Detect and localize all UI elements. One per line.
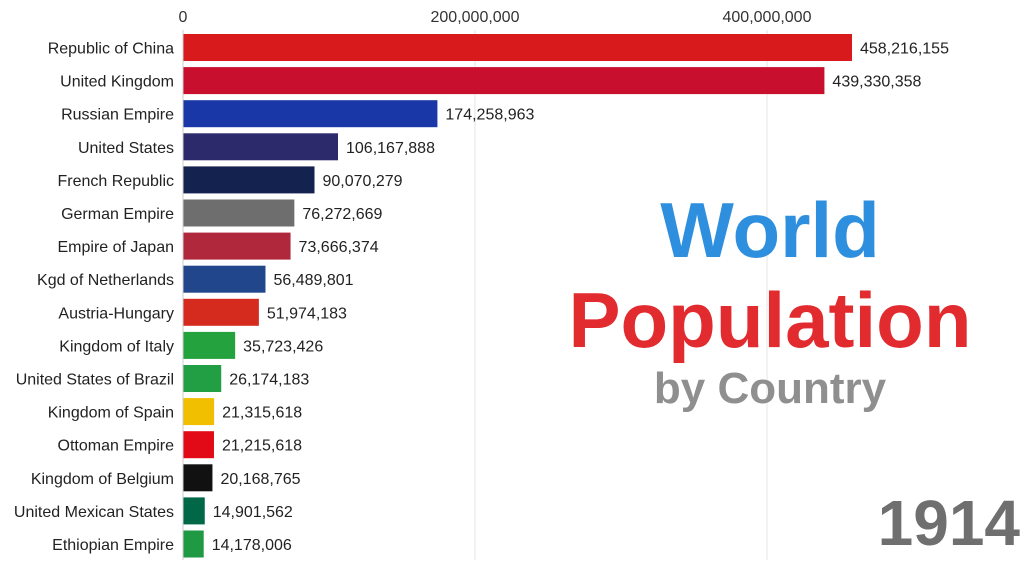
category-label: United Mexican States	[14, 504, 174, 521]
value-label: 14,901,562	[213, 504, 293, 521]
category-label: Republic of China	[48, 41, 174, 58]
category-label: Kgd of Netherlands	[37, 272, 174, 289]
category-label: United States	[78, 140, 174, 157]
value-label: 21,315,618	[222, 405, 302, 422]
category-label: Empire of Japan	[57, 239, 174, 256]
x-tick-label: 400,000,000	[723, 9, 812, 26]
value-label: 21,215,618	[222, 438, 302, 455]
bar	[183, 166, 315, 194]
year-label: 1914	[877, 487, 1020, 559]
bar	[183, 232, 291, 260]
category-label: United States of Brazil	[16, 372, 174, 389]
title-population: Population	[568, 276, 972, 364]
x-tick-label: 0	[179, 9, 188, 26]
x-tick-label: 200,000,000	[431, 9, 520, 26]
title-world: World	[660, 186, 880, 274]
category-label: Russian Empire	[61, 107, 174, 124]
value-label: 14,178,006	[212, 537, 292, 554]
category-label: Kingdom of Belgium	[31, 471, 174, 488]
value-label: 51,974,183	[267, 305, 347, 322]
bar	[183, 331, 236, 359]
value-label: 458,216,155	[860, 41, 949, 58]
category-label: Austria-Hungary	[58, 305, 174, 322]
category-label: Ethiopian Empire	[52, 537, 174, 554]
bar	[183, 100, 438, 128]
bar	[183, 398, 215, 426]
bar	[183, 464, 213, 492]
value-label: 26,174,183	[229, 372, 309, 389]
value-label: 439,330,358	[832, 74, 921, 91]
category-label: German Empire	[61, 206, 174, 223]
bar	[183, 199, 295, 227]
bar	[183, 34, 852, 61]
value-label: 20,168,765	[220, 471, 300, 488]
value-label: 35,723,426	[243, 338, 323, 355]
value-label: 90,070,279	[323, 173, 403, 190]
bar	[183, 530, 204, 558]
value-label: 106,167,888	[346, 140, 435, 157]
value-label: 56,489,801	[273, 272, 353, 289]
category-label: Ottoman Empire	[58, 438, 175, 455]
bar	[183, 431, 214, 459]
bar	[183, 133, 339, 161]
bar	[183, 298, 259, 326]
bar	[183, 497, 205, 525]
value-label: 174,258,963	[445, 107, 534, 124]
category-label: French Republic	[58, 173, 175, 190]
category-label: Kingdom of Italy	[59, 338, 174, 355]
category-label: United Kingdom	[60, 74, 174, 91]
bar	[183, 265, 266, 293]
subtitle-by-country: by Country	[653, 364, 887, 413]
category-label: Kingdom of Spain	[48, 405, 174, 422]
value-label: 76,272,669	[302, 206, 382, 223]
bar	[183, 365, 222, 392]
value-label: 73,666,374	[299, 239, 379, 256]
bar	[183, 67, 825, 95]
